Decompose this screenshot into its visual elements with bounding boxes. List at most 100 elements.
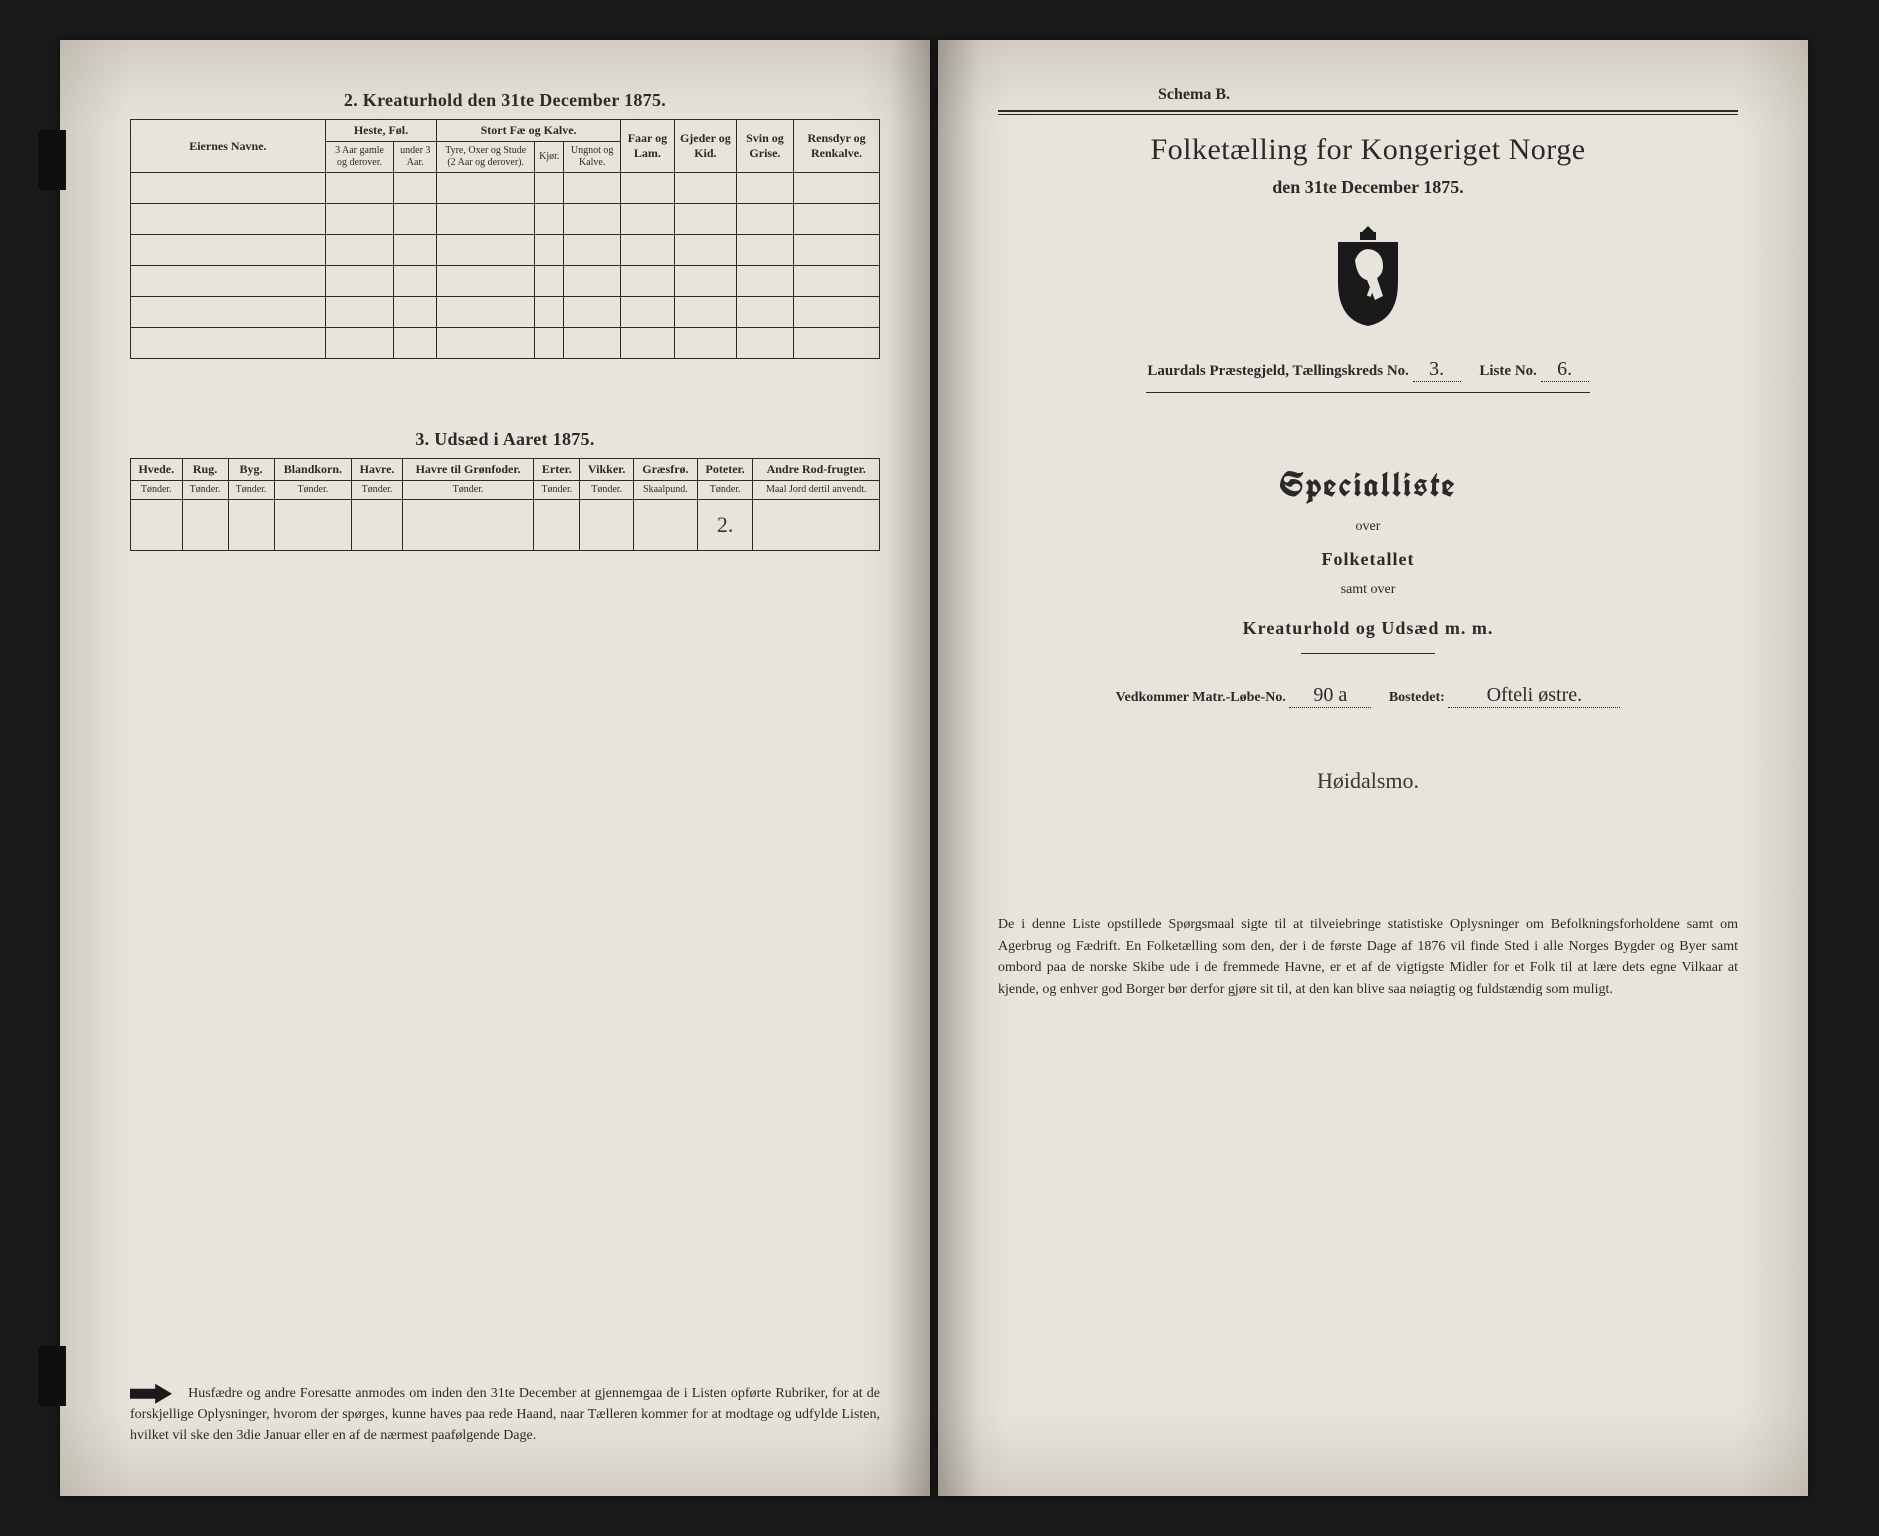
cell xyxy=(736,328,793,359)
cell xyxy=(394,297,437,328)
top-rule xyxy=(998,110,1738,112)
samt-label: samt over xyxy=(998,582,1738,598)
cell xyxy=(394,204,437,235)
col-unit: Tønder. xyxy=(697,481,753,500)
cell xyxy=(620,173,674,204)
cell xyxy=(131,500,183,551)
cell xyxy=(564,266,621,297)
table-row xyxy=(131,328,880,359)
cell xyxy=(753,500,880,551)
cell xyxy=(794,235,880,266)
binder-tab xyxy=(38,1346,66,1406)
sub-stort-0: Tyre, Oxer og Stude (2 Aar og derover). xyxy=(437,142,535,173)
cell xyxy=(535,235,564,266)
cell xyxy=(674,328,736,359)
col-header: Byg. xyxy=(228,459,274,481)
cell xyxy=(131,235,326,266)
district-no: 3. xyxy=(1413,358,1461,382)
district-prefix: Laurdals Præstegjeld, Tællingskreds No. xyxy=(1147,363,1409,379)
cell xyxy=(437,204,535,235)
kreatur-line: Kreaturhold og Udsæd m. m. xyxy=(998,618,1738,639)
cell xyxy=(564,173,621,204)
col-header: Erter. xyxy=(534,459,580,481)
cell xyxy=(131,204,326,235)
col-unit: Skaalpund. xyxy=(633,481,697,500)
district-line: Laurdals Præstegjeld, Tællingskreds No. … xyxy=(998,358,1738,382)
cell xyxy=(437,328,535,359)
col-unit: Tønder. xyxy=(352,481,403,500)
cell xyxy=(620,328,674,359)
table-row xyxy=(131,297,880,328)
cell xyxy=(394,235,437,266)
cell xyxy=(228,500,274,551)
col-header: Vikker. xyxy=(580,459,634,481)
col-unit: Tønder. xyxy=(402,481,534,500)
section3-title: 3. Udsæd i Aaret 1875. xyxy=(130,429,880,450)
cell xyxy=(674,235,736,266)
schema-label: Schema B. xyxy=(1158,86,1738,104)
left-page: 2. Kreaturhold den 31te December 1875. E… xyxy=(60,40,930,1496)
col-header: Blandkorn. xyxy=(274,459,352,481)
cell xyxy=(620,266,674,297)
udsaed-table: Hvede.Rug.Byg.Blandkorn.Havre.Havre til … xyxy=(130,458,880,551)
matr-label: Vedkommer Matr.-Løbe-No. xyxy=(1116,690,1286,705)
cell xyxy=(736,235,793,266)
cell xyxy=(325,235,394,266)
cell xyxy=(794,266,880,297)
cell: 2. xyxy=(697,500,753,551)
grp-rensdyr: Rensdyr og Renkalve. xyxy=(794,120,880,173)
matr-line: Vedkommer Matr.-Løbe-No. 90 a Bostedet: … xyxy=(998,684,1738,708)
grp-stortfae: Stort Fæ og Kalve. xyxy=(437,120,621,142)
cell xyxy=(437,235,535,266)
cell xyxy=(535,297,564,328)
liste-no: 6. xyxy=(1541,358,1589,382)
census-subtitle: den 31te December 1875. xyxy=(998,177,1738,198)
grp-heste: Heste, Føl. xyxy=(325,120,437,142)
sub-stort-1: Kjør. xyxy=(535,142,564,173)
cell xyxy=(394,173,437,204)
col-header: Poteter. xyxy=(697,459,753,481)
cell xyxy=(535,266,564,297)
col-header: Havre. xyxy=(352,459,403,481)
cell xyxy=(535,173,564,204)
cell xyxy=(402,500,534,551)
over-label: over xyxy=(998,519,1738,535)
col-header: Hvede. xyxy=(131,459,183,481)
spine-shadow xyxy=(938,40,978,1496)
cell xyxy=(352,500,403,551)
cell xyxy=(794,328,880,359)
cell xyxy=(182,500,228,551)
grp-svin: Svin og Grise. xyxy=(736,120,793,173)
left-footnote: Husfædre og andre Foresatte anmodes om i… xyxy=(130,1383,880,1446)
col-unit: Tønder. xyxy=(131,481,183,500)
cell xyxy=(633,500,697,551)
cell xyxy=(394,328,437,359)
cell xyxy=(564,235,621,266)
col-header: Græsfrø. xyxy=(633,459,697,481)
bostedet: Ofteli østre. xyxy=(1448,684,1620,708)
col-unit: Tønder. xyxy=(534,481,580,500)
grp-faar: Faar og Lam. xyxy=(620,120,674,173)
cell xyxy=(535,328,564,359)
cell xyxy=(736,297,793,328)
table-row xyxy=(131,173,880,204)
cell xyxy=(580,500,634,551)
cell xyxy=(736,266,793,297)
cell xyxy=(131,328,326,359)
specialliste: Specialliste xyxy=(998,463,1738,507)
left-body: 2. Kreaturhold den 31te December 1875. E… xyxy=(130,80,880,1446)
cell xyxy=(325,204,394,235)
right-body: Schema B. Folketælling for Kongeriget No… xyxy=(998,80,1738,1446)
cell xyxy=(794,204,880,235)
col-owner: Eiernes Navne. xyxy=(131,120,326,173)
cell xyxy=(564,328,621,359)
cell xyxy=(131,173,326,204)
cell xyxy=(534,500,580,551)
cell xyxy=(325,297,394,328)
cell xyxy=(437,173,535,204)
section2-title: 2. Kreaturhold den 31te December 1875. xyxy=(130,90,880,111)
cell xyxy=(564,204,621,235)
kreaturhold-table: Eiernes Navne. Heste, Føl. Stort Fæ og K… xyxy=(130,119,880,359)
mid-rule xyxy=(1301,653,1434,654)
cell xyxy=(437,266,535,297)
